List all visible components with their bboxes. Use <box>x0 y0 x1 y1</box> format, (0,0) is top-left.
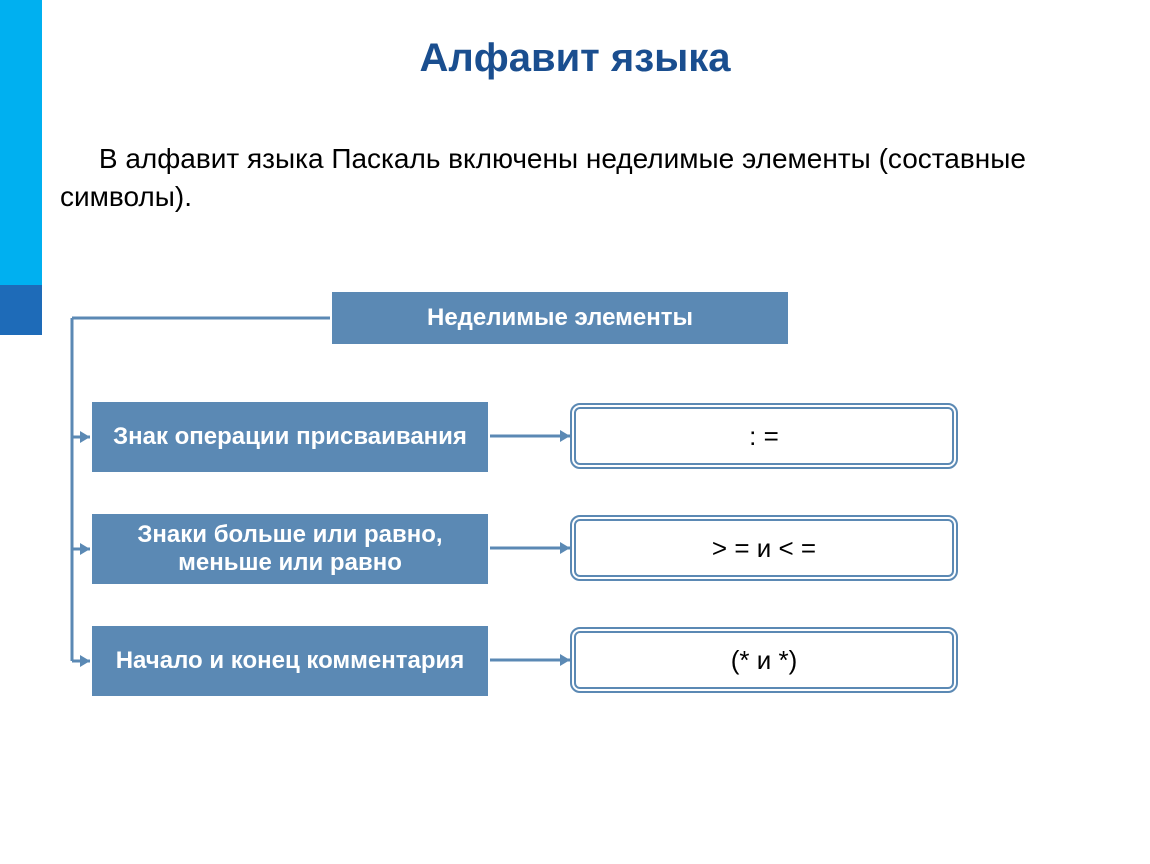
diagram-left-1: Знаки больше или равно, меньше или равно <box>90 512 490 586</box>
diagram-left-2: Начало и конец комментария <box>90 624 490 698</box>
diagram-right-1: > = и < = <box>570 515 958 581</box>
subtitle-text: В алфавит языка Паскаль включены неделим… <box>60 140 1120 216</box>
page-title: Алфавит языка <box>0 36 1150 81</box>
diagram-right-2: (* и *) <box>570 627 958 693</box>
diagram-left-0: Знак операции присваивания <box>90 400 490 474</box>
diagram-right-0: : = <box>570 403 958 469</box>
diagram-container: Неделимые элементы Знак операции присваив… <box>60 290 1120 770</box>
subtitle-indent <box>60 143 99 174</box>
diagram-root: Неделимые элементы <box>330 290 790 346</box>
sidebar-accent-bottom <box>0 285 42 335</box>
subtitle-content: В алфавит языка Паскаль включены неделим… <box>60 143 1026 212</box>
